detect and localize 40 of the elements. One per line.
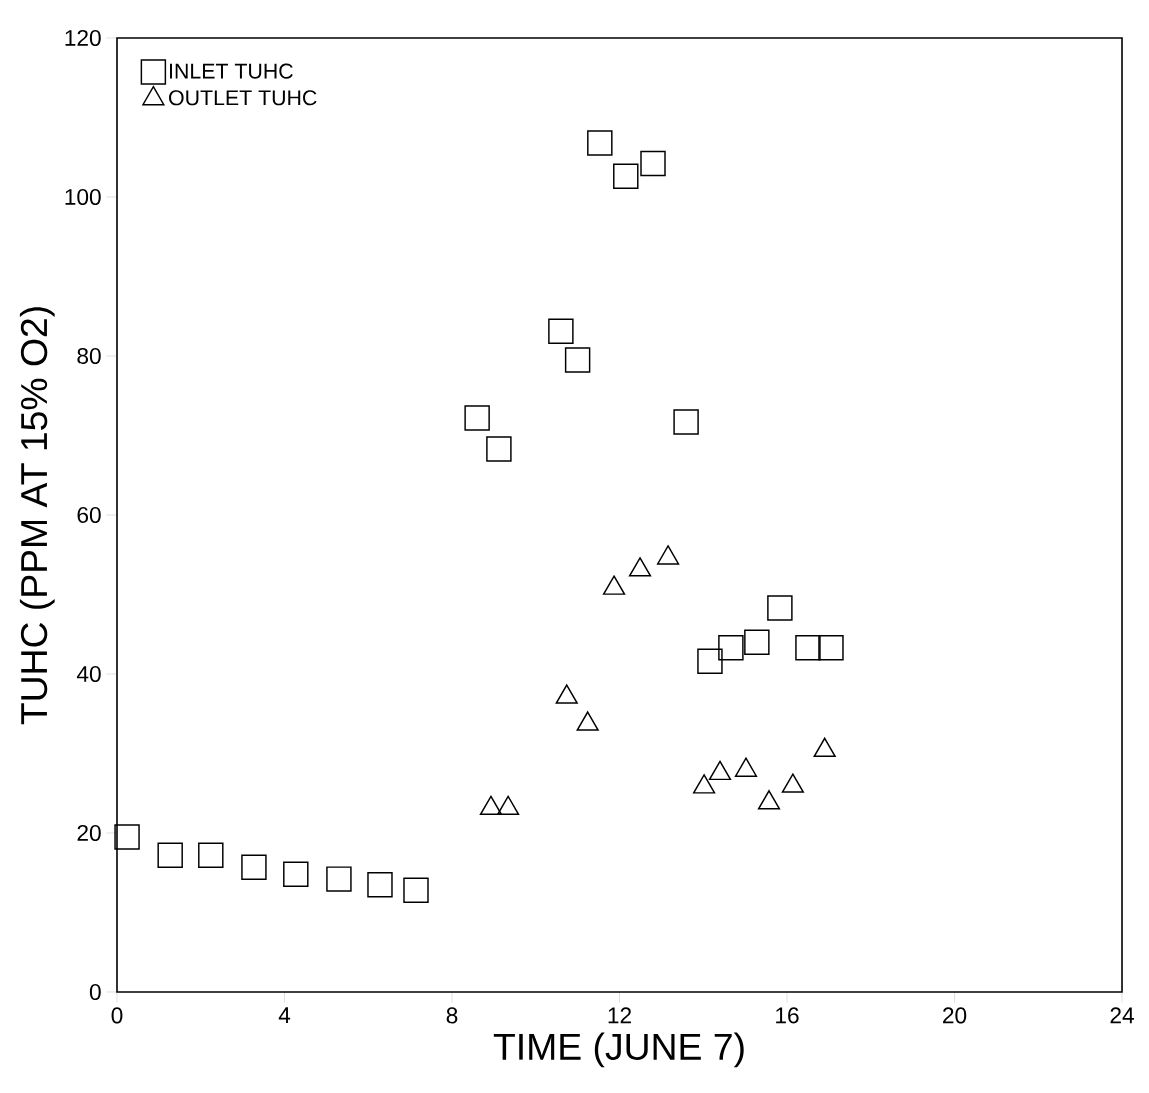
x-axis-title: TIME (JUNE 7) <box>493 1032 744 1068</box>
x-tick-label: 8 <box>446 1007 458 1024</box>
point <box>640 150 666 177</box>
point <box>564 347 591 373</box>
x-tick-label: 20 <box>943 1007 967 1024</box>
x-tick-label: 16 <box>776 1007 799 1024</box>
x-tick-label: 4 <box>278 1007 291 1023</box>
legend-label: INLET TUHC <box>170 63 293 79</box>
point <box>157 842 183 868</box>
point <box>767 595 793 621</box>
point <box>283 861 309 888</box>
x-tick-label: 24 <box>1110 1007 1134 1024</box>
point <box>818 635 844 661</box>
point <box>744 629 770 655</box>
point <box>198 842 224 868</box>
point <box>486 436 512 462</box>
point <box>114 824 140 850</box>
point <box>326 866 352 892</box>
x-tick-label: 0 <box>111 1007 123 1024</box>
y-tick-label: 80 <box>77 347 101 365</box>
point <box>673 409 699 435</box>
y-tick-label: 20 <box>77 824 101 842</box>
point <box>718 635 744 661</box>
y-tick-label: 100 <box>65 188 101 206</box>
point <box>367 871 393 898</box>
point <box>587 130 613 156</box>
point <box>403 877 429 903</box>
x-tick-label: 12 <box>608 1007 631 1024</box>
point <box>548 318 574 345</box>
point <box>241 854 267 880</box>
legend-label: OUTLET TUHC <box>169 90 317 106</box>
point <box>613 163 639 190</box>
y-tick-label: 120 <box>65 29 101 47</box>
point <box>464 405 490 431</box>
y-tick-label: 0 <box>89 983 101 1001</box>
y-tick-label: 60 <box>77 506 101 524</box>
y-tick-label: 40 <box>76 665 101 683</box>
point <box>795 635 821 661</box>
y-axis-title: TUHC (PPM AT 15% O2) <box>19 307 55 725</box>
point <box>697 648 723 675</box>
